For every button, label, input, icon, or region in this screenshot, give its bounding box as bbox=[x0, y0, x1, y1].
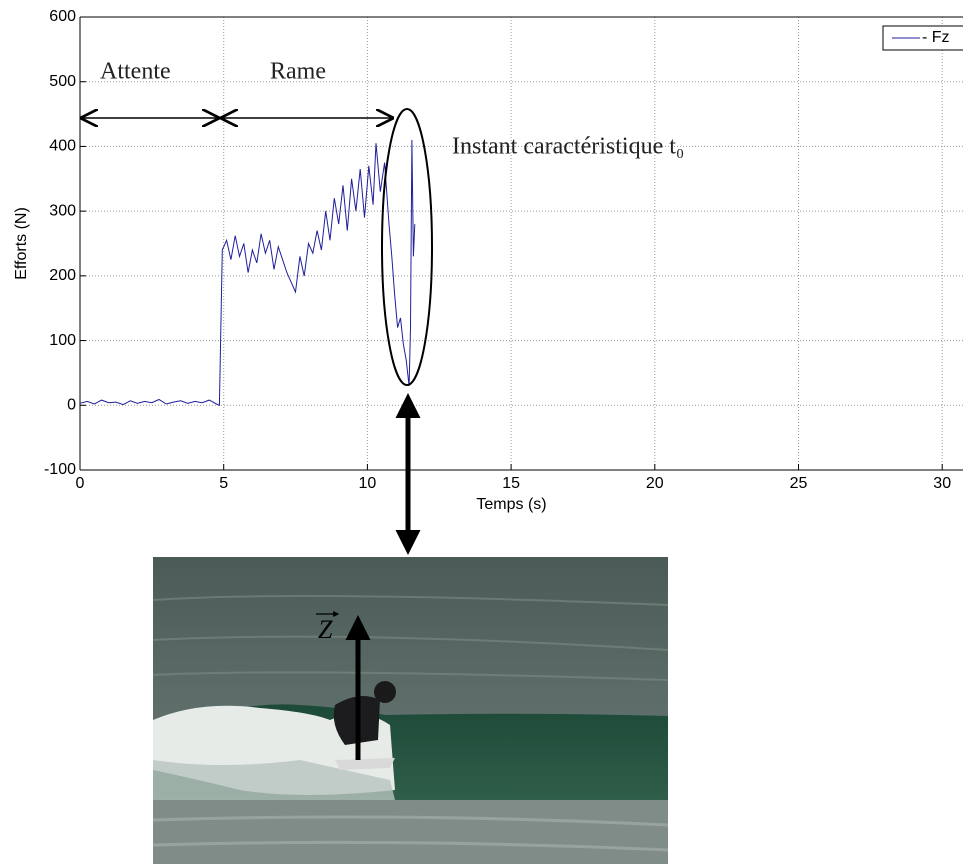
x-tick-label: 20 bbox=[646, 475, 664, 492]
x-axis-label: Temps (s) bbox=[476, 496, 546, 513]
y-axis-label: Efforts (N) bbox=[13, 207, 30, 280]
y-tick-label: 500 bbox=[49, 73, 76, 90]
y-tick-label: 400 bbox=[49, 138, 76, 155]
y-tick-label: 300 bbox=[49, 202, 76, 219]
x-tick-label: 5 bbox=[219, 475, 228, 492]
photo: Z bbox=[152, 557, 669, 864]
vector-label: Z bbox=[318, 615, 333, 644]
x-tick-label: 0 bbox=[76, 475, 85, 492]
annotation: Instant caractéristique t₀ bbox=[452, 134, 684, 160]
y-tick-label: 600 bbox=[49, 8, 76, 25]
x-tick-label: 30 bbox=[933, 475, 951, 492]
y-tick-label: 100 bbox=[49, 332, 76, 349]
x-tick-label: 25 bbox=[790, 475, 808, 492]
y-tick-label: 200 bbox=[49, 267, 76, 284]
y-tick-label: -100 bbox=[44, 461, 76, 478]
annotation: Rame bbox=[270, 59, 326, 85]
y-tick-label: 0 bbox=[67, 397, 76, 414]
annotation: Attente bbox=[100, 59, 171, 85]
x-tick-label: 10 bbox=[359, 475, 377, 492]
legend-label: - Fz bbox=[922, 29, 950, 46]
highlight-ellipse bbox=[381, 108, 433, 386]
x-tick-label: 15 bbox=[502, 475, 520, 492]
